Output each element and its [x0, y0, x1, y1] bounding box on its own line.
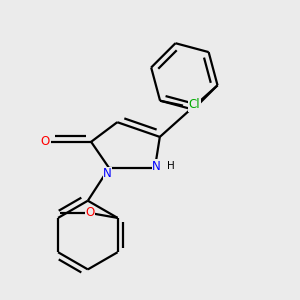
Text: N: N [103, 167, 112, 180]
Text: O: O [85, 206, 94, 220]
Text: H: H [167, 161, 175, 171]
Text: O: O [41, 135, 50, 148]
Text: N: N [152, 160, 161, 173]
Text: Cl: Cl [189, 98, 200, 111]
